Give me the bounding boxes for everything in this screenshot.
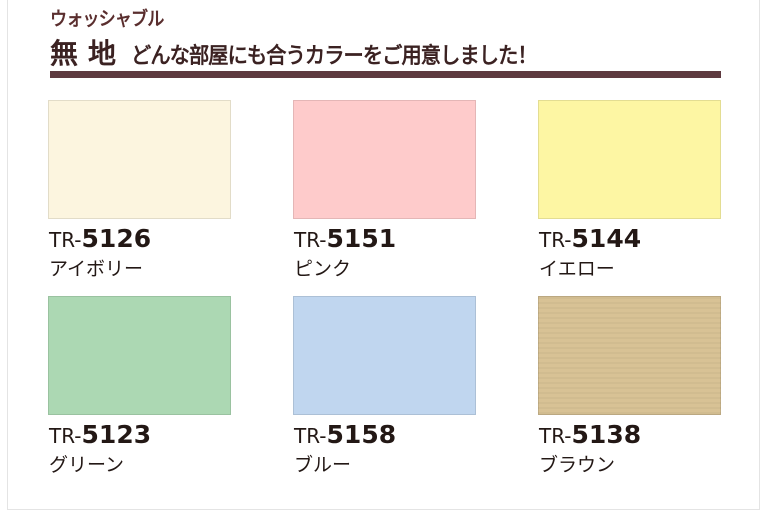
header-divider — [50, 71, 721, 78]
product-code: TR-5123 — [49, 420, 151, 449]
color-name: ピンク — [294, 258, 352, 280]
page-frame — [7, 0, 760, 510]
product-code: TR-5144 — [539, 224, 641, 253]
color-name: ブルー — [294, 454, 352, 476]
code-number: 5126 — [81, 224, 152, 253]
color-swatch — [293, 100, 476, 219]
color-name: アイボリー — [49, 258, 144, 280]
code-number: 5158 — [326, 420, 397, 449]
color-name: ブラウン — [539, 454, 616, 476]
color-name: イエロー — [539, 258, 615, 280]
page-title: 無地 どんな部屋にも合うカラーをご用意しました！ — [50, 32, 572, 72]
code-number: 5138 — [571, 420, 642, 449]
product-code: TR-5138 — [539, 420, 641, 449]
color-swatch — [48, 296, 231, 415]
code-number: 5144 — [571, 224, 642, 253]
color-swatch — [538, 100, 721, 219]
subtitle: ウォッシャブル — [50, 8, 164, 30]
code-number: 5151 — [326, 224, 397, 253]
color-swatch — [293, 296, 476, 415]
code-prefix: TR- — [294, 228, 327, 252]
color-swatch — [538, 296, 721, 415]
color-swatch — [48, 100, 231, 219]
product-code: TR-5158 — [294, 420, 396, 449]
title-main: 無地 — [50, 37, 127, 70]
code-prefix: TR- — [294, 424, 327, 448]
code-prefix: TR- — [49, 228, 82, 252]
code-prefix: TR- — [539, 424, 572, 448]
code-number: 5123 — [81, 420, 152, 449]
code-prefix: TR- — [49, 424, 82, 448]
code-prefix: TR- — [539, 228, 572, 252]
color-name: グリーン — [49, 454, 125, 476]
title-tagline: どんな部屋にも合うカラーをご用意しました！ — [131, 44, 538, 69]
product-code: TR-5126 — [49, 224, 151, 253]
product-code: TR-5151 — [294, 224, 396, 253]
